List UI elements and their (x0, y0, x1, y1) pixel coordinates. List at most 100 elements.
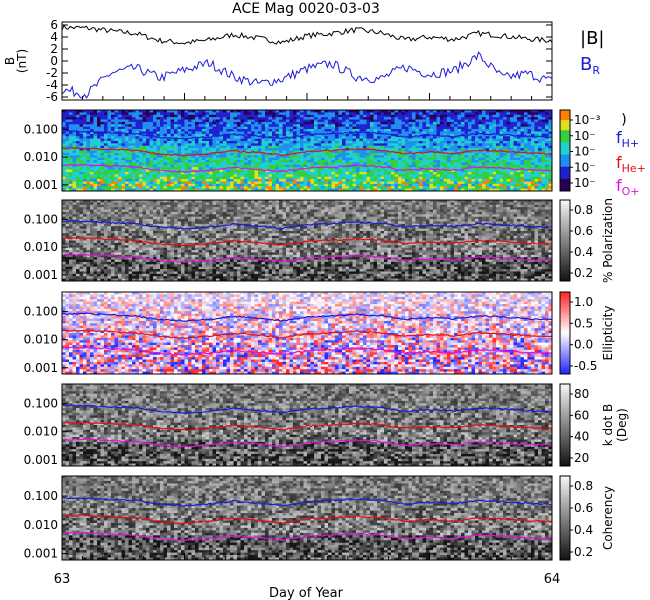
heatmap-cell (485, 119, 490, 123)
heatmap-cell (454, 183, 458, 187)
heatmap-cell (300, 152, 304, 156)
heatmap-cell (69, 257, 73, 260)
heatmap-cell (384, 129, 388, 132)
heatmap-cell (359, 119, 364, 123)
heatmap-cell (328, 169, 332, 173)
heatmap-cell (349, 171, 353, 175)
heatmap-cell (107, 140, 112, 144)
heatmap-cell (69, 242, 73, 246)
heatmap-cell (153, 129, 157, 132)
heatmap-cell (125, 143, 129, 147)
heatmap-cell (65, 133, 70, 137)
heatmap-cell (499, 148, 504, 151)
heatmap-cell (478, 181, 483, 185)
heatmap-cell (300, 155, 304, 158)
heatmap-cell (216, 174, 220, 177)
heatmap-cell (485, 152, 490, 156)
heatmap-cell (128, 110, 133, 113)
heatmap-cell (426, 160, 430, 163)
heatmap-cell (86, 119, 91, 123)
heatmap-cell (405, 145, 409, 149)
heatmap-cell (149, 164, 154, 168)
heatmap-cell (132, 143, 136, 147)
heatmap-cell (181, 119, 185, 123)
heatmap-cell (191, 152, 196, 156)
heatmap-cell (72, 167, 77, 170)
heatmap-cell (492, 129, 497, 132)
heatmap-cell (429, 114, 434, 118)
heatmap-cell (132, 112, 136, 116)
heatmap-cell (328, 164, 332, 168)
heatmap-cell (447, 169, 451, 173)
heatmap-cell (114, 160, 119, 163)
heatmap-cell (72, 150, 77, 154)
heatmap-cell (293, 121, 297, 125)
heatmap-cell (149, 174, 154, 177)
heatmap-cell (69, 110, 73, 113)
heatmap-cell (289, 167, 294, 170)
heatmap-cell (475, 157, 479, 161)
heatmap-cell (517, 186, 521, 189)
heatmap-cell (195, 188, 199, 192)
heatmap-cell (492, 171, 497, 175)
heatmap-cell (527, 112, 532, 116)
heatmap-cell (191, 157, 196, 161)
heatmap-cell (156, 148, 161, 151)
heatmap-cell (510, 155, 514, 158)
heatmap-cell (272, 179, 276, 182)
heatmap-cell (492, 162, 497, 166)
heatmap-cell (541, 183, 546, 187)
heatmap-cell (230, 176, 234, 180)
heatmap-cell (303, 157, 308, 161)
heatmap-cell (356, 145, 360, 149)
heatmap-cell (104, 133, 108, 137)
heatmap-cell (545, 114, 549, 118)
heatmap-cell (293, 131, 297, 135)
heatmap-cell (461, 110, 465, 113)
heatmap-cell (468, 181, 472, 185)
heatmap-cell (219, 152, 224, 156)
heatmap-cell (118, 155, 122, 158)
heatmap-cell (289, 145, 294, 149)
heatmap-cell (188, 157, 192, 161)
heatmap-cell (205, 167, 210, 170)
heatmap-cell (265, 143, 269, 147)
heatmap-cell (237, 160, 241, 163)
heatmap-cell (489, 188, 493, 192)
heatmap-cell (146, 143, 150, 147)
heatmap-cell (510, 169, 514, 173)
colorbar-step (560, 140, 570, 143)
heatmap-cell (443, 119, 448, 123)
heatmap-cell (286, 110, 290, 113)
heatmap-cell (132, 150, 136, 154)
heatmap-cell (412, 167, 416, 170)
heatmap-cell (461, 181, 465, 185)
heatmap-cell (163, 164, 168, 168)
heatmap-cell (97, 179, 101, 182)
heatmap-cell (282, 110, 287, 113)
heatmap-cell (142, 157, 147, 161)
heatmap-cell (328, 162, 332, 166)
heatmap-cell (191, 124, 196, 127)
heatmap-cell (104, 157, 108, 161)
heatmap-cell (314, 124, 318, 127)
heatmap-cell (142, 138, 147, 142)
heatmap-cell (314, 148, 318, 151)
heatmap-cell (163, 124, 168, 127)
heatmap-cell (538, 186, 542, 189)
heatmap-cell (510, 188, 514, 192)
heatmap-cell (321, 140, 325, 144)
heatmap-cell (289, 129, 294, 132)
heatmap-cell (265, 114, 269, 118)
heatmap-cell (314, 181, 318, 185)
heatmap-cell (513, 126, 518, 130)
heatmap-cell (352, 110, 357, 113)
heatmap-cell (65, 238, 70, 241)
heatmap-cell (426, 119, 430, 123)
heatmap-cell (191, 150, 196, 154)
heatmap-cell (233, 164, 238, 168)
heatmap-cell (170, 186, 175, 189)
heatmap-cell (296, 129, 301, 132)
heatmap-cell (230, 117, 234, 120)
